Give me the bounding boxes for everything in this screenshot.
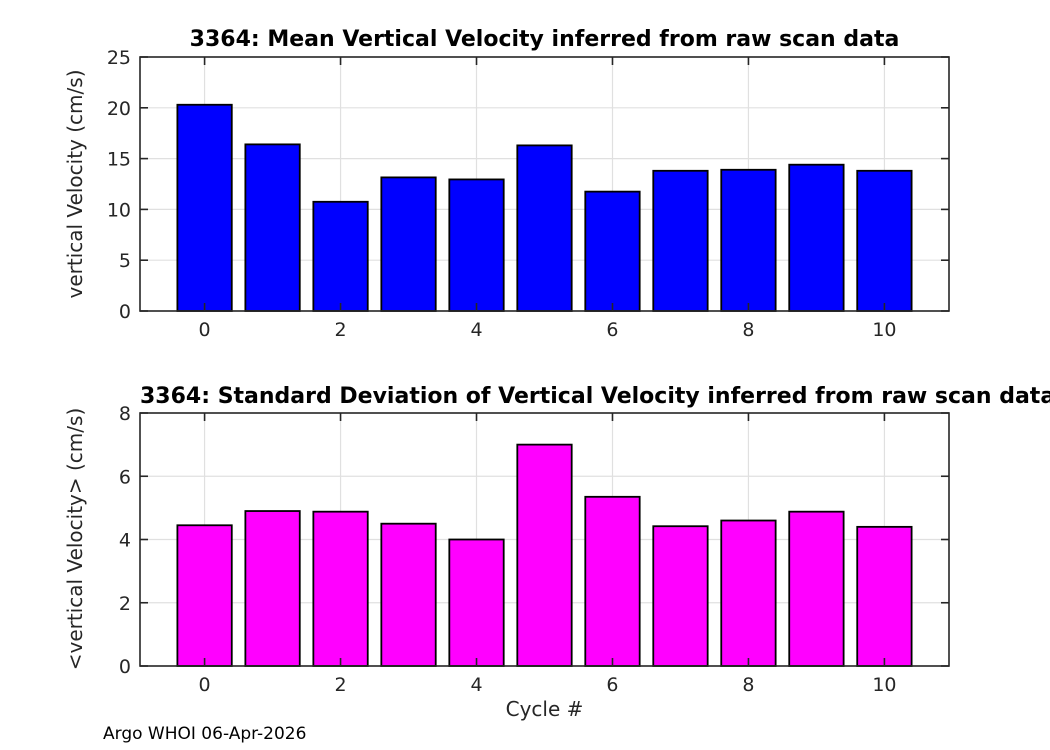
- y-axis-label: <vertical Velocity> (cm/s): [63, 407, 87, 671]
- bar: [448, 538, 505, 667]
- bar: [788, 510, 845, 667]
- mean-vertical-velocity-figure: 3364: Mean Vertical Velocity inferred fr…: [63, 27, 950, 341]
- bar: [720, 168, 777, 312]
- chart-title: 3364: Standard Deviation of Vertical Vel…: [140, 384, 1050, 409]
- bar: [856, 525, 913, 667]
- bar: [652, 169, 709, 312]
- bar: [244, 143, 301, 312]
- bar: [652, 525, 709, 667]
- x-tick-label: 10: [872, 319, 896, 341]
- x-tick-label: 6: [606, 319, 618, 341]
- y-tick-label: 25: [107, 47, 131, 69]
- x-tick-label: 2: [335, 674, 347, 696]
- bar: [720, 519, 777, 667]
- bar: [176, 103, 233, 312]
- bar: [516, 443, 573, 667]
- x-tick-label: 0: [199, 674, 211, 696]
- y-tick-label: 10: [107, 199, 131, 221]
- y-tick-label: 20: [107, 98, 131, 120]
- x-axis-label: Cycle #: [505, 697, 584, 721]
- x-tick-label: 10: [872, 674, 896, 696]
- x-tick-label: 4: [470, 319, 482, 341]
- bar: [516, 144, 573, 312]
- x-tick-label: 8: [742, 319, 754, 341]
- bar: [380, 176, 437, 312]
- y-tick-label: 4: [119, 530, 131, 552]
- bar: [176, 524, 233, 667]
- y-tick-label: 6: [119, 466, 131, 488]
- x-tick-label: 0: [199, 319, 211, 341]
- bar: [380, 522, 437, 667]
- x-tick-label: 6: [606, 674, 618, 696]
- y-tick-label: 0: [119, 301, 131, 323]
- bar: [584, 190, 641, 312]
- bar: [788, 163, 845, 312]
- y-tick-label: 5: [119, 250, 131, 272]
- bar: [312, 200, 369, 312]
- chart-title: 3364: Mean Vertical Velocity inferred fr…: [189, 27, 900, 52]
- y-axis-label: vertical Velocity (cm/s): [63, 69, 87, 299]
- x-tick-label: 8: [742, 674, 754, 696]
- bar: [312, 510, 369, 667]
- bar: [448, 178, 505, 312]
- y-tick-label: 2: [119, 593, 131, 615]
- x-tick-label: 4: [470, 674, 482, 696]
- y-tick-label: 8: [119, 403, 131, 425]
- axes-box: [139, 56, 950, 312]
- std-deviation-plot: 0 2 4 6 8 10 0 2 4 6 8: [119, 403, 950, 696]
- y-tick-label: 15: [107, 149, 131, 171]
- watermark-text: Argo WHOI 06-Apr-2026: [103, 724, 307, 744]
- mean-vertical-velocity-plot: 0 2 4 6 8 10 0 5 10 15 20 25: [107, 47, 950, 341]
- bar: [856, 169, 913, 312]
- std-deviation-figure: 3364: Standard Deviation of Vertical Vel…: [0, 375, 1050, 750]
- y-tick-label: 0: [119, 656, 131, 678]
- bar: [584, 495, 641, 667]
- x-tick-label: 2: [335, 319, 347, 341]
- bar: [244, 510, 301, 667]
